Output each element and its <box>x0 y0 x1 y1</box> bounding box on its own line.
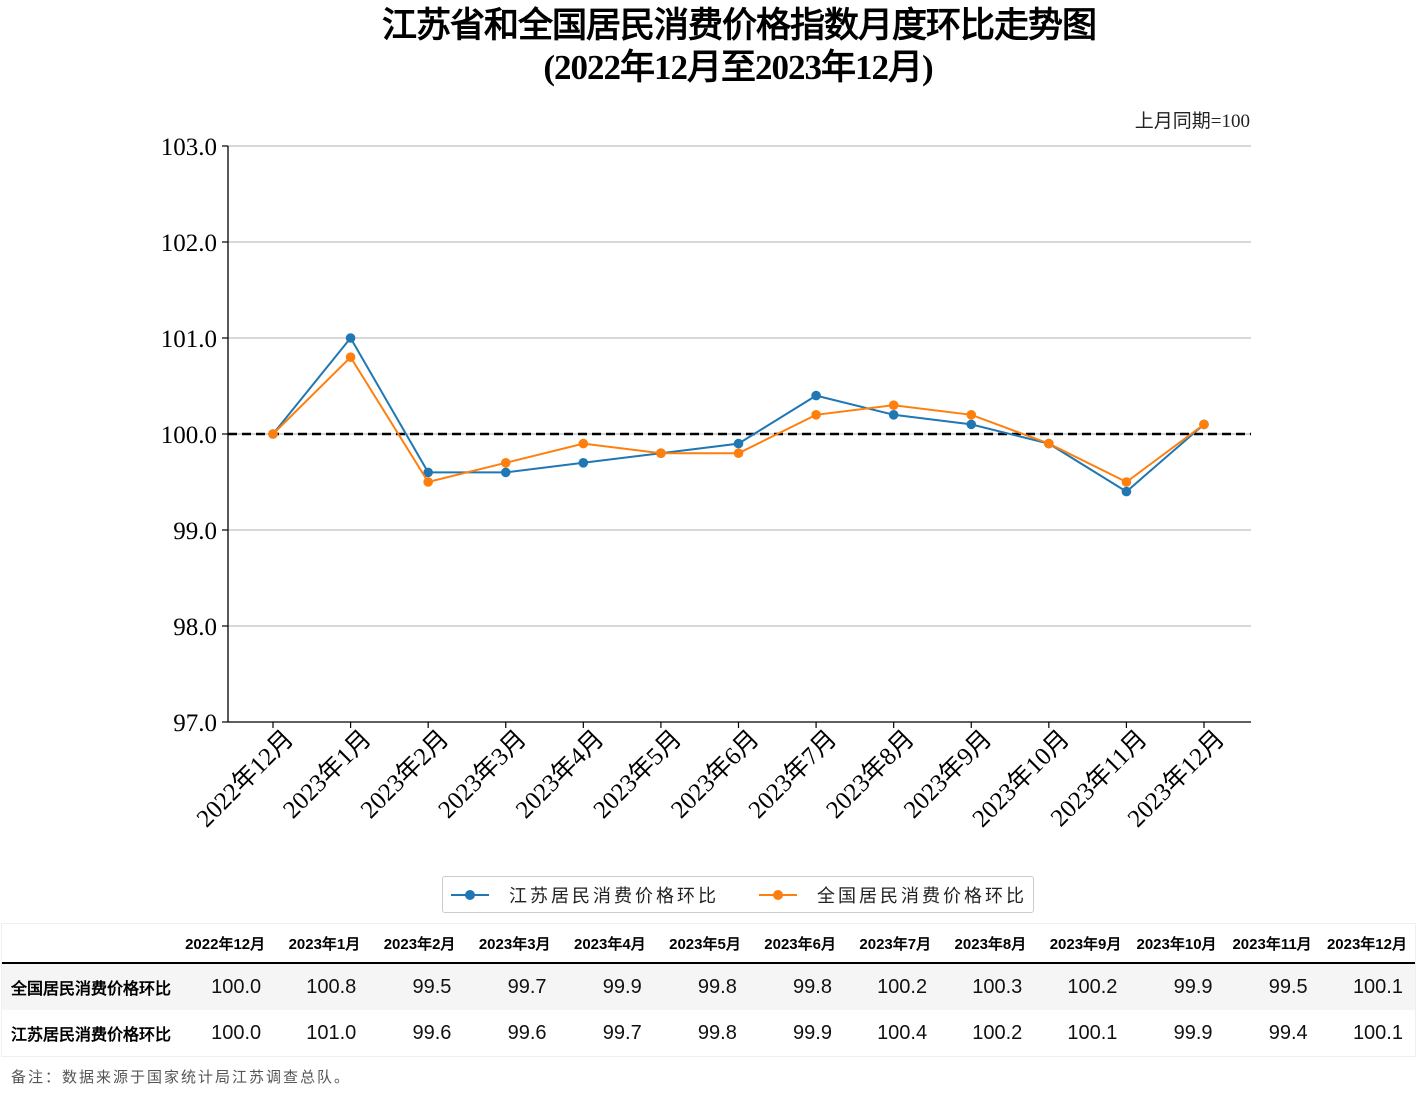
table-cell: 99.8 <box>653 963 749 1010</box>
table-header-cell: 2023年12月 <box>1319 924 1415 964</box>
table-cell: 100.0 <box>211 1021 262 1044</box>
table-cell: 99.8 <box>697 1021 737 1044</box>
unit-note: 上月同期=100 <box>1134 111 1250 132</box>
table-cell: 101.0 <box>306 1021 357 1044</box>
y-tick-label: 101.0 <box>161 326 217 353</box>
table-row-label: 全国居民消费价格环比 <box>2 963 178 1010</box>
table-cell: 100.4 <box>877 1021 928 1044</box>
y-tick-label: 99.0 <box>173 518 217 545</box>
table-cell: 100.3 <box>939 963 1035 1010</box>
series-national <box>268 352 1209 487</box>
y-tick-label: 103.0 <box>161 134 217 161</box>
table-cell: 99.6 <box>412 1021 452 1044</box>
series-jiangsu <box>268 333 1209 497</box>
table-header-cell: 2023年1月 <box>273 924 369 964</box>
x-tick-labels: 2022年12月2023年1月2023年2月2023年3月2023年4月2023… <box>191 724 1230 832</box>
table-row-jiangsu: 江苏居民消费价格环比 100.0 101.0 99.6 99.6 99.7 99… <box>2 1010 1415 1056</box>
table-row-national: 全国居民消费价格环比 100.0 100.8 99.5 99.7 99.9 99… <box>2 963 1415 1010</box>
y-tick-label: 102.0 <box>161 230 217 257</box>
x-tick-label: 2022年12月 <box>191 724 299 832</box>
table-cell: 100.1 <box>1319 963 1415 1010</box>
table-header-cell: 2023年7月 <box>843 924 940 964</box>
data-point <box>888 410 899 420</box>
table-header-corner <box>2 924 178 964</box>
chart-subtitle: (2022年12月至2023年12月) <box>543 48 933 87</box>
chart-title: 江苏省和全国居民消费价格指数月度环比走势图 <box>381 6 1097 45</box>
y-tick-labels: 97.0 98.0 99.0 100.0 101.0 102.0 103.0 <box>161 134 217 737</box>
table-cell: 100.1 <box>1352 1021 1403 1044</box>
data-point <box>1044 438 1054 449</box>
data-point <box>966 419 977 430</box>
table-cell: 100.2 <box>972 1021 1023 1044</box>
table-cell: 99.9 <box>1173 1021 1213 1044</box>
line-chart: 97.0 98.0 99.0 100.0 101.0 102.0 103.0 2022年12… <box>161 134 1251 833</box>
data-point <box>500 467 511 478</box>
table-cell: 99.5 <box>1224 963 1320 1010</box>
table-cell: 99.6 <box>507 1021 547 1044</box>
legend: 江苏居民消费价格环比 全国居民消费价格环比 <box>442 876 1034 913</box>
table-header-cell: 2023年10月 <box>1129 924 1225 964</box>
table-cell: 100.8 <box>273 963 369 1010</box>
table-cell: 100.2 <box>1034 963 1130 1010</box>
table-cell: 99.5 <box>368 963 464 1010</box>
legend-swatch-national <box>759 889 797 900</box>
table-cell: 100.2 <box>843 963 940 1010</box>
data-point <box>966 410 977 420</box>
table-header-cell: 2023年5月 <box>653 924 749 964</box>
y-tick-label: 97.0 <box>173 710 217 737</box>
legend-item-national: 全国居民消费价格环比 <box>759 877 1027 912</box>
data-point <box>1199 419 1209 430</box>
table-cell: 99.7 <box>602 1021 642 1044</box>
legend-item-jiangsu: 江苏居民消费价格环比 <box>451 877 719 912</box>
series-line <box>272 355 1205 484</box>
table-row-label: 江苏居民消费价格环比 <box>11 1027 172 1044</box>
data-point <box>578 458 589 468</box>
data-point <box>423 477 433 487</box>
table-cell: 99.8 <box>748 963 844 1010</box>
table-header-cell: 2023年3月 <box>463 924 559 964</box>
data-point <box>811 410 821 420</box>
y-tick-label: 98.0 <box>173 614 217 641</box>
data-point <box>345 352 356 363</box>
data-point <box>1121 486 1132 497</box>
table-header-cell: 2023年11月 <box>1224 924 1320 964</box>
table-header-cell: 2023年6月 <box>748 924 844 964</box>
data-point <box>268 429 278 439</box>
table-cell: 100.1 <box>1067 1021 1118 1044</box>
table-header-cell: 2023年9月 <box>1034 924 1130 964</box>
legend-swatch-jiangsu <box>451 889 489 900</box>
data-point <box>733 448 744 459</box>
data-point <box>656 448 666 459</box>
legend-label-jiangsu: 江苏居民消费价格环比 <box>509 885 719 907</box>
data-point <box>578 438 589 449</box>
table-header-cell: 2023年4月 <box>558 924 654 964</box>
table-cell: 99.9 <box>793 1021 832 1044</box>
series-group <box>268 333 1209 497</box>
data-point <box>500 458 511 468</box>
footnote: 备注：数据来源于国家统计局江苏调查总队。 <box>11 1068 352 1086</box>
table-cell: 99.9 <box>1129 963 1225 1010</box>
data-point <box>345 333 356 343</box>
table-header-cell: 2022年12月 <box>178 924 274 964</box>
table-cell: 99.7 <box>463 963 559 1010</box>
y-tick-label: 100.0 <box>161 422 217 449</box>
data-point <box>1121 477 1132 487</box>
axes <box>222 145 1251 728</box>
data-point <box>811 390 821 401</box>
table-cell: 99.4 <box>1268 1021 1308 1044</box>
data-table: 2022年12月 2023年1月 2023年2月 2023年3月 2023年4月… <box>1 923 1416 1057</box>
table-cell: 99.9 <box>558 963 654 1010</box>
data-point <box>733 438 744 449</box>
table-header-cell: 2023年2月 <box>368 924 464 964</box>
table-cell: 100.0 <box>178 963 274 1010</box>
legend-label-national: 全国居民消费价格环比 <box>817 885 1027 907</box>
table-header-row: 2022年12月 2023年1月 2023年2月 2023年3月 2023年4月… <box>2 924 1415 964</box>
table-header-cell: 2023年8月 <box>939 924 1035 964</box>
data-point <box>423 467 433 478</box>
series-line <box>272 336 1205 493</box>
data-point <box>888 400 899 411</box>
